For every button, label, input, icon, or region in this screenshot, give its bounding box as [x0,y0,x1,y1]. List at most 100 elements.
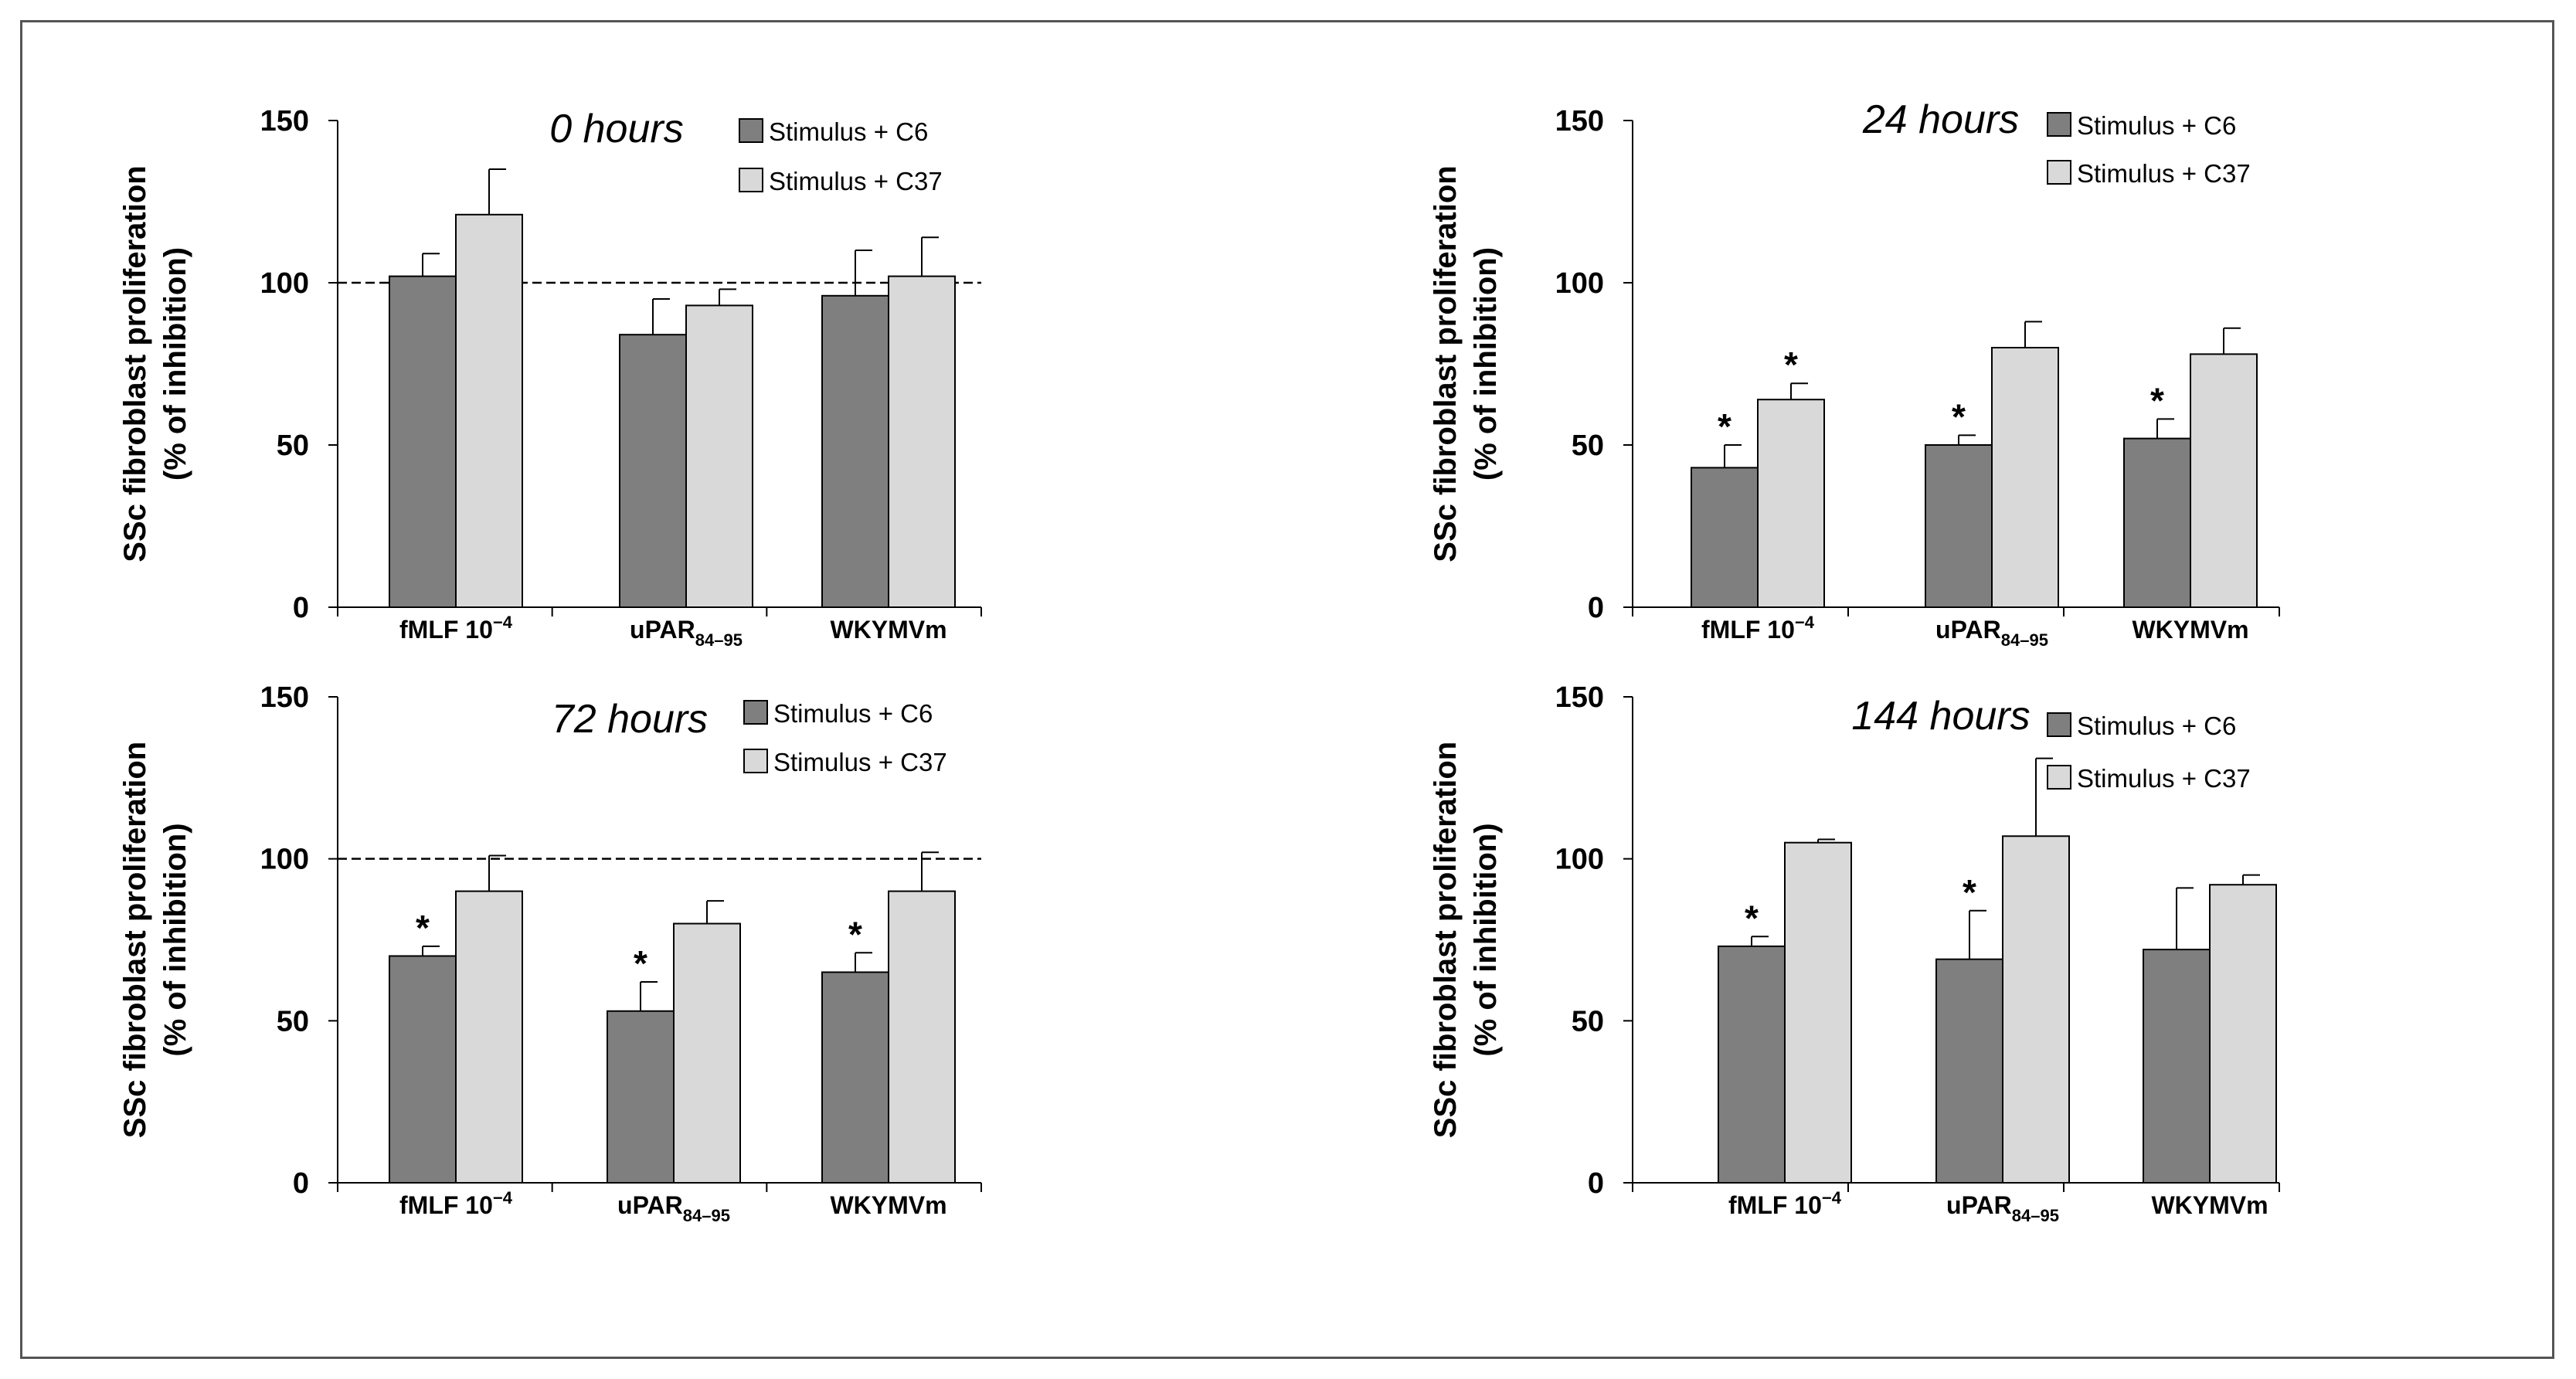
legend-label: Stimulus + C37 [773,748,947,776]
x-category-label: WKYMVm [830,616,946,644]
bar-c37 [673,922,741,1184]
y-axis-label-line-1: SSc fibroblast proliferation [118,165,152,562]
y-tick-label: 100 [260,844,309,876]
y-axis-label-line-2: (% of inhibition) [158,247,192,481]
x-category-text: WKYMVm [830,616,946,644]
chart-panel-2: SSc fibroblast proliferation (% of inhibi… [1429,97,2280,650]
x-category-label: fMLF 10−4 [1701,613,1815,644]
legend-swatch-c37 [2047,765,2071,790]
x-category-text: uPAR [630,616,695,644]
x-category-text: WKYMVm [2132,616,2248,644]
x-category-superscript: −4 [1795,613,1815,632]
x-category-label: fMLF 10−4 [399,1188,513,1219]
bar-c6 [1935,958,2003,1184]
x-category-superscript: −4 [493,613,513,632]
y-axis-label-line-1: SSc fibroblast proliferation [1429,742,1463,1138]
y-axis-label-line-2: (% of inhibition) [1469,247,1503,481]
bar-c6 [1691,467,1759,609]
x-category-label: WKYMVm [830,1191,946,1219]
legend-swatch-c37 [739,168,763,192]
bar-c37 [455,890,523,1184]
bar-c6 [2143,949,2211,1184]
bar-c37 [1757,399,1825,608]
y-axis-label: SSc fibroblast proliferation (% of inhibi… [1429,165,1503,562]
x-category-text: uPAR [1946,1191,2012,1219]
significance-marker: * [1718,406,1731,447]
x-category-label: uPAR84–95 [1935,616,2048,650]
y-axis-label: SSc fibroblast proliferation (% of inhibi… [1429,742,1503,1138]
chart-title: 24 hours [1862,97,2019,142]
y-axis-label-line-2: (% of inhibition) [1469,823,1503,1056]
y-tick-label: 0 [293,1167,309,1200]
bar-c6 [2123,437,2191,608]
x-category-text: fMLF 10 [399,616,493,644]
x-category-label: uPAR84–95 [630,616,743,650]
x-category-text: WKYMVm [830,1191,946,1219]
y-tick-label: 100 [1555,267,1604,300]
legend: Stimulus + C6 Stimulus + C37 [739,117,943,195]
y-tick-label: 100 [1555,844,1604,876]
bar-c6 [821,294,889,608]
chart-title: 144 hours [1851,694,2030,739]
x-category-label: WKYMVm [2151,1191,2268,1219]
x-category-label: uPAR84–95 [617,1191,730,1225]
y-axis-label-line-2: (% of inhibition) [158,823,192,1056]
x-category-superscript: −4 [1822,1188,1842,1207]
chart-panel-1: SSc fibroblast proliferation (% of inhibi… [118,105,982,650]
chart-panel-4: SSc fibroblast proliferation (% of inhibi… [1429,681,2280,1225]
legend-label: Stimulus + C6 [2077,712,2236,740]
x-category-label: fMLF 10−4 [399,613,513,644]
significance-marker: * [634,943,647,983]
legend: Stimulus + C6 Stimulus + C37 [2047,111,2251,188]
legend: Stimulus + C6 Stimulus + C37 [743,699,947,776]
significance-marker: * [1745,898,1759,938]
significance-marker: * [848,914,862,954]
x-category-subscript: 84–95 [2012,1206,2059,1225]
bar-c37 [2190,353,2258,608]
y-tick-label: 150 [260,105,309,138]
y-tick-label: 50 [277,1005,309,1038]
legend-label: Stimulus + C37 [769,167,943,195]
bar-c37 [455,213,523,608]
x-category-superscript: −4 [493,1188,513,1207]
x-category-text: uPAR [1935,616,2001,644]
legend-label: Stimulus + C37 [2077,764,2251,793]
significance-marker: * [1784,345,1798,385]
y-tick-label: 0 [1588,592,1604,624]
x-category-text: WKYMVm [2151,1191,2268,1219]
bar-c6 [389,955,457,1184]
y-axis-label-line-1: SSc fibroblast proliferation [118,742,152,1138]
y-tick-label: 150 [1555,681,1604,714]
x-category-text: fMLF 10 [1728,1191,1822,1219]
bar-c6 [821,971,889,1184]
y-tick-label: 0 [1588,1167,1604,1200]
legend: Stimulus + C6 Stimulus + C37 [2047,712,2251,793]
bar-c6 [607,1010,675,1184]
chart-title: 0 hours [549,107,683,151]
significance-marker: * [1963,872,1976,912]
significance-marker: * [2150,380,2164,420]
y-tick-label: 50 [1572,1005,1604,1038]
y-tick-label: 0 [293,592,309,624]
y-tick-label: 50 [1572,430,1604,462]
significance-marker: * [416,908,430,948]
x-category-subscript: 84–95 [695,630,743,650]
y-tick-label: 50 [277,430,309,462]
bar-c6 [1925,444,1993,608]
legend-swatch-c6 [2047,112,2071,137]
x-category-text: fMLF 10 [1701,616,1795,644]
legend-swatch-c37 [2047,160,2071,185]
x-category-subscript: 84–95 [683,1206,730,1225]
x-category-label: uPAR84–95 [1946,1191,2059,1225]
bar-c6 [389,275,457,608]
legend-swatch-c6 [2047,712,2071,737]
y-axis-label-line-1: SSc fibroblast proliferation [1429,165,1463,562]
chart-title: 72 hours [552,697,708,742]
legend-swatch-c37 [743,749,768,773]
legend-label: Stimulus + C6 [773,699,933,728]
x-category-text: fMLF 10 [399,1191,493,1219]
figure-frame [20,20,2554,1359]
bar-c6 [1718,945,1786,1184]
bar-c37 [685,304,753,608]
x-category-label: WKYMVm [2132,616,2248,644]
